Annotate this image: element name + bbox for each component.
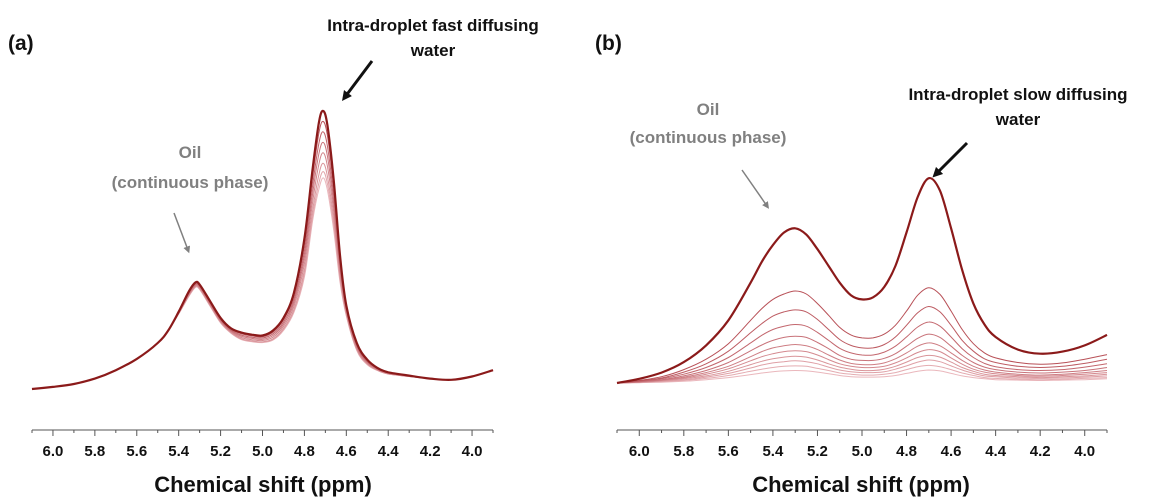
panel-a-oil-arrow [173,212,191,254]
panel-b-spectrum-line-1 [616,176,1108,385]
panel-b-spectrum-line-6 [616,342,1108,384]
panel-a-oil-annotation-line2: (continuous phase) [112,173,269,192]
panel-a-tick-label: 4.8 [294,443,315,460]
panel-a-x-axis-title: Chemical shift (ppm) [154,472,372,497]
panel-a-tick-label: 5.4 [168,443,190,460]
panel-b-tick-label: 4.0 [1074,443,1095,460]
panel-b-tick-label: 5.8 [673,443,694,460]
panel-b-ticks: 6.0 5.8 5.6 5.4 5.2 5.0 4.8 4.6 4.4 4.2 4.0 [616,430,1108,460]
panel-b-tick-label: 5.2 [807,443,828,460]
panel-a-label: (a) [8,32,34,55]
panel-b-spectrum-line-11 [616,369,1108,384]
panel-a-tick-label: 4.4 [378,443,400,460]
panel-b-spectrum-line-10 [616,364,1108,384]
panel-a: (a) 6.0 5.8 5.6 5.4 5.2 5.0 4.8 4.6 4.4 4.2 4.0 Ch… [8,16,539,497]
panel-b-tick-label: 6.0 [629,443,650,460]
panel-a-oil-annotation-line1: Oil [179,143,202,162]
panel-b-spectrum-line-7 [616,349,1108,384]
panel-b-tick-label: 4.2 [1030,443,1051,460]
panel-b-tick-label: 5.0 [852,443,873,460]
panel-b-spectrum-line-8 [616,354,1108,384]
panel-b-x-axis-title: Chemical shift (ppm) [752,472,970,497]
panel-a-spectrum-line-1 [31,109,494,391]
panel-a-spectra [31,109,494,391]
panel-b-label: (b) [595,32,622,55]
panel-b-spectrum-line-9 [616,359,1108,384]
panel-a-tick-label: 5.8 [84,443,105,460]
panel-a-tick-label: 4.0 [462,443,483,460]
panel-a-spectrum-line-2 [31,120,494,390]
panel-b-spectrum-line-4 [616,321,1108,384]
panel-b-tick-label: 5.4 [762,443,784,460]
panel-b-spectrum-line-3 [616,305,1108,384]
panel-a-ticks: 6.0 5.8 5.6 5.4 5.2 5.0 4.8 4.6 4.4 4.2 4.0 [31,430,494,460]
panel-a-tick-label: 4.6 [336,443,357,460]
panel-b-tick-label: 4.4 [985,443,1007,460]
panel-a-spectrum-line-6 [31,162,494,390]
panel-a-water-arrow [342,60,374,101]
panel-b-oil-annotation-line1: Oil [697,100,720,119]
panel-b: (b) 6.0 5.8 5.6 5.4 5.2 5.0 4.8 4.6 4.4 4.2 4.0 Ch… [595,32,1128,497]
panel-b-water-annotation-line2: water [995,110,1041,129]
panel-a-water-annotation-line2: water [410,41,456,60]
panel-b-spectrum-line-5 [616,333,1108,384]
panel-a-water-annotation-line1: Intra-droplet fast diffusing [327,16,539,35]
panel-a-tick-label: 5.6 [126,443,147,460]
panel-b-oil-arrow [741,169,769,209]
panel-a-tick-label: 4.2 [420,443,441,460]
panel-a-spectrum-line-3 [31,131,494,390]
panel-a-tick-label: 5.0 [252,443,273,460]
panel-b-water-arrow [932,141,969,178]
panel-a-tick-label: 6.0 [43,443,64,460]
panel-a-spectrum-line-8 [31,177,494,390]
panel-b-spectrum-line-2 [616,287,1108,384]
panel-b-tick-label: 5.6 [718,443,739,460]
panel-b-water-annotation-line1: Intra-droplet slow diffusing [908,85,1127,104]
panel-b-tick-label: 4.8 [896,443,917,460]
panel-a-tick-label: 5.2 [210,443,231,460]
panel-a-spectrum-line-7 [31,171,494,390]
panel-b-oil-annotation-line2: (continuous phase) [630,128,787,147]
panel-b-tick-label: 4.6 [941,443,962,460]
panel-b-spectra [616,176,1108,385]
